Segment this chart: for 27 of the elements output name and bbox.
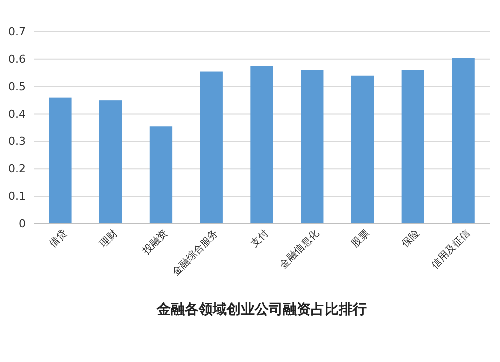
bar <box>49 98 72 224</box>
y-tick-label: 0.3 <box>8 135 26 148</box>
y-tick-label: 0.6 <box>8 52 26 66</box>
y-tick-label: 0.5 <box>8 80 26 94</box>
y-tick-label: 0.1 <box>8 190 26 204</box>
x-tick-label: 金融信息化 <box>278 228 322 272</box>
x-tick-label: 借贷 <box>47 228 70 250</box>
x-tick-label: 支付 <box>248 228 272 250</box>
y-tick-label: 0.7 <box>8 26 26 39</box>
bar <box>351 76 374 224</box>
x-tick-label: 投融资 <box>140 228 170 258</box>
x-tick-label: 信用及征信 <box>428 228 473 272</box>
x-tick-label: 理财 <box>97 228 120 250</box>
y-tick-label: 0 <box>19 218 26 231</box>
bar <box>100 100 122 224</box>
x-tick-label: 保险 <box>400 228 422 250</box>
bar <box>452 58 475 224</box>
y-tick-label: 0.4 <box>8 108 26 121</box>
text: 金融各领域创业公司融资占比排行 <box>156 302 367 318</box>
x-tick-label: 金融综合服务 <box>170 228 221 278</box>
bar <box>150 126 173 224</box>
bar <box>250 66 274 224</box>
x-tick-label: 股票 <box>350 228 372 250</box>
bar <box>402 70 424 224</box>
y-tick-label: 0.2 <box>8 162 26 176</box>
bar <box>301 70 324 224</box>
bar <box>200 72 223 224</box>
